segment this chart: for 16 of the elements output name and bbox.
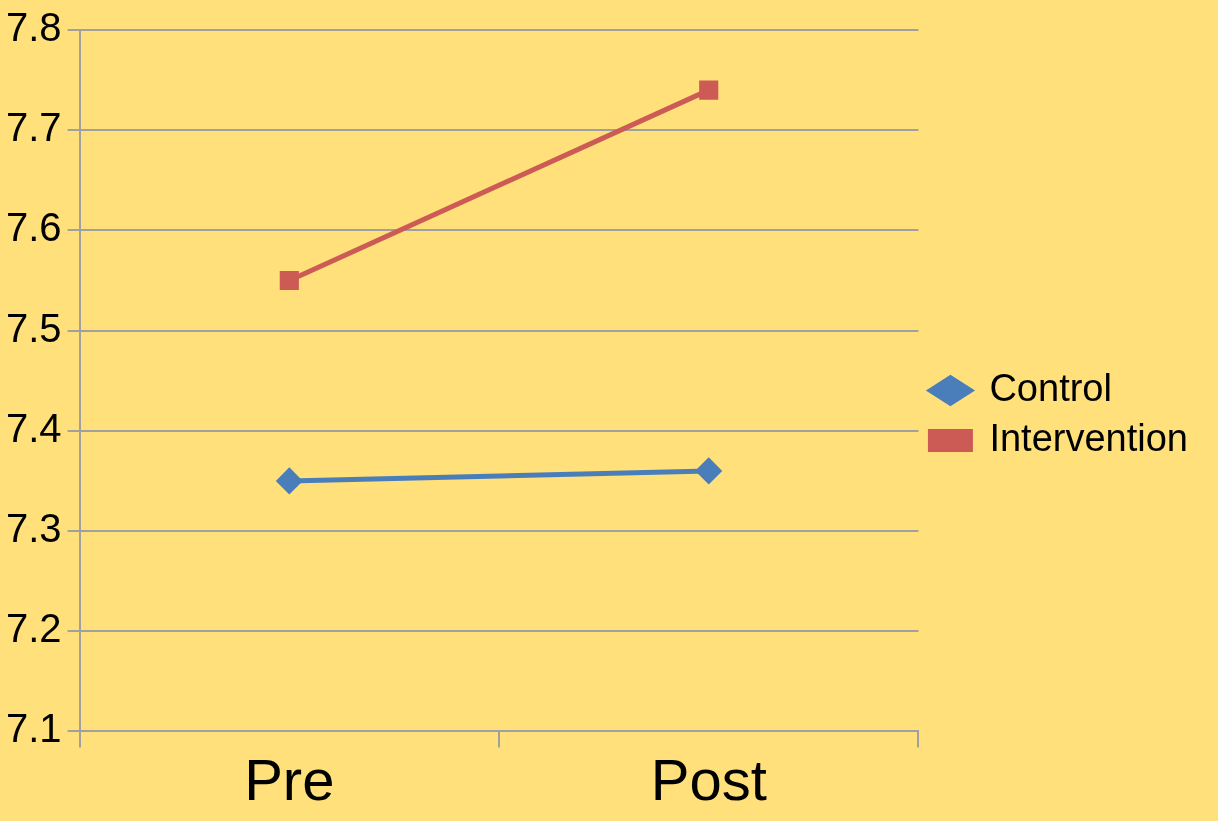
point [699,80,719,100]
y-tick-label: 7.8 [6,5,62,50]
point [276,468,302,494]
y-tick-label: 7.5 [6,305,62,350]
legend-label: Control [989,366,1112,409]
x-tick-label: Post [650,747,767,813]
y-tick-label: 7.6 [6,205,62,250]
legend-label: Intervention [989,416,1189,459]
y-tick-label: 7.2 [6,606,62,651]
y-tick-label: 7.1 [6,706,62,751]
point [696,458,722,484]
y-tick-label: 7.3 [6,506,62,551]
y-tick-label: 7.4 [6,405,62,450]
y-tick-label: 7.7 [6,105,62,150]
point [279,270,299,291]
x-tick-label: Pre [244,747,335,813]
